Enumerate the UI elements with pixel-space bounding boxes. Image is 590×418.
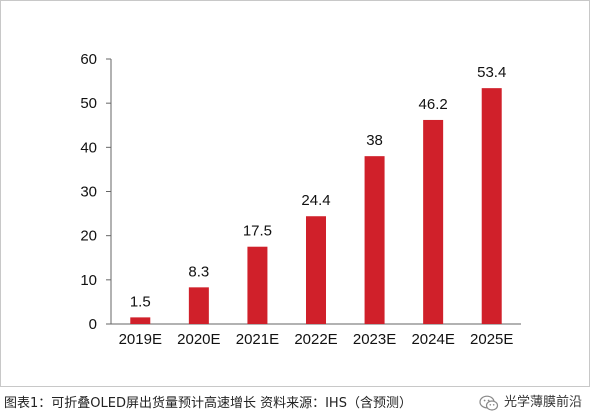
x-tick-label: 2023E: [353, 331, 396, 348]
y-tick-label: 0: [89, 316, 97, 333]
watermark-text: 光学薄膜前沿: [503, 395, 582, 410]
x-tick-label: 2024E: [411, 331, 454, 348]
wechat-icon: [479, 395, 499, 411]
x-tick-label: 2022E: [294, 331, 337, 348]
y-tick-label: 50: [80, 95, 97, 112]
bar: [423, 119, 444, 324]
data-label: 38: [366, 132, 383, 149]
data-label: 1.5: [130, 293, 151, 310]
x-tick-label: 2019E: [119, 331, 162, 348]
data-label: 8.3: [188, 263, 209, 280]
bar: [247, 246, 268, 324]
x-tick-label: 2021E: [236, 331, 279, 348]
bar: [130, 317, 151, 324]
y-tick-label: 60: [80, 51, 97, 68]
x-tick-label: 2020E: [177, 331, 220, 348]
data-label: 46.2: [419, 96, 448, 113]
data-label: 24.4: [301, 192, 330, 209]
bar: [188, 287, 209, 324]
bar: [364, 156, 385, 324]
watermark: 光学薄膜前沿: [479, 392, 582, 414]
figure-caption: 图表1：可折叠OLED屏出货量预计高速增长 资料来源：IHS（含预测）: [4, 396, 412, 411]
y-tick-label: 30: [80, 184, 97, 201]
bar: [306, 216, 326, 324]
bar: [481, 88, 502, 325]
y-tick-label: 20: [80, 228, 97, 245]
y-tick-label: 40: [80, 139, 97, 156]
x-tick-label: 2025E: [470, 331, 513, 348]
y-tick-label: 10: [80, 272, 97, 289]
bar-chart: 0 10 20 30 40 50 60 1.5 2019E 8.3 2020E 17.5 2021E 24…: [80, 51, 521, 348]
chart-frame: 0 10 20 30 40 50 60 1.5 2019E 8.3 2020E 17.5 2021E 24…: [0, 0, 590, 387]
data-label: 53.4: [477, 64, 506, 81]
data-label: 17.5: [243, 223, 272, 240]
